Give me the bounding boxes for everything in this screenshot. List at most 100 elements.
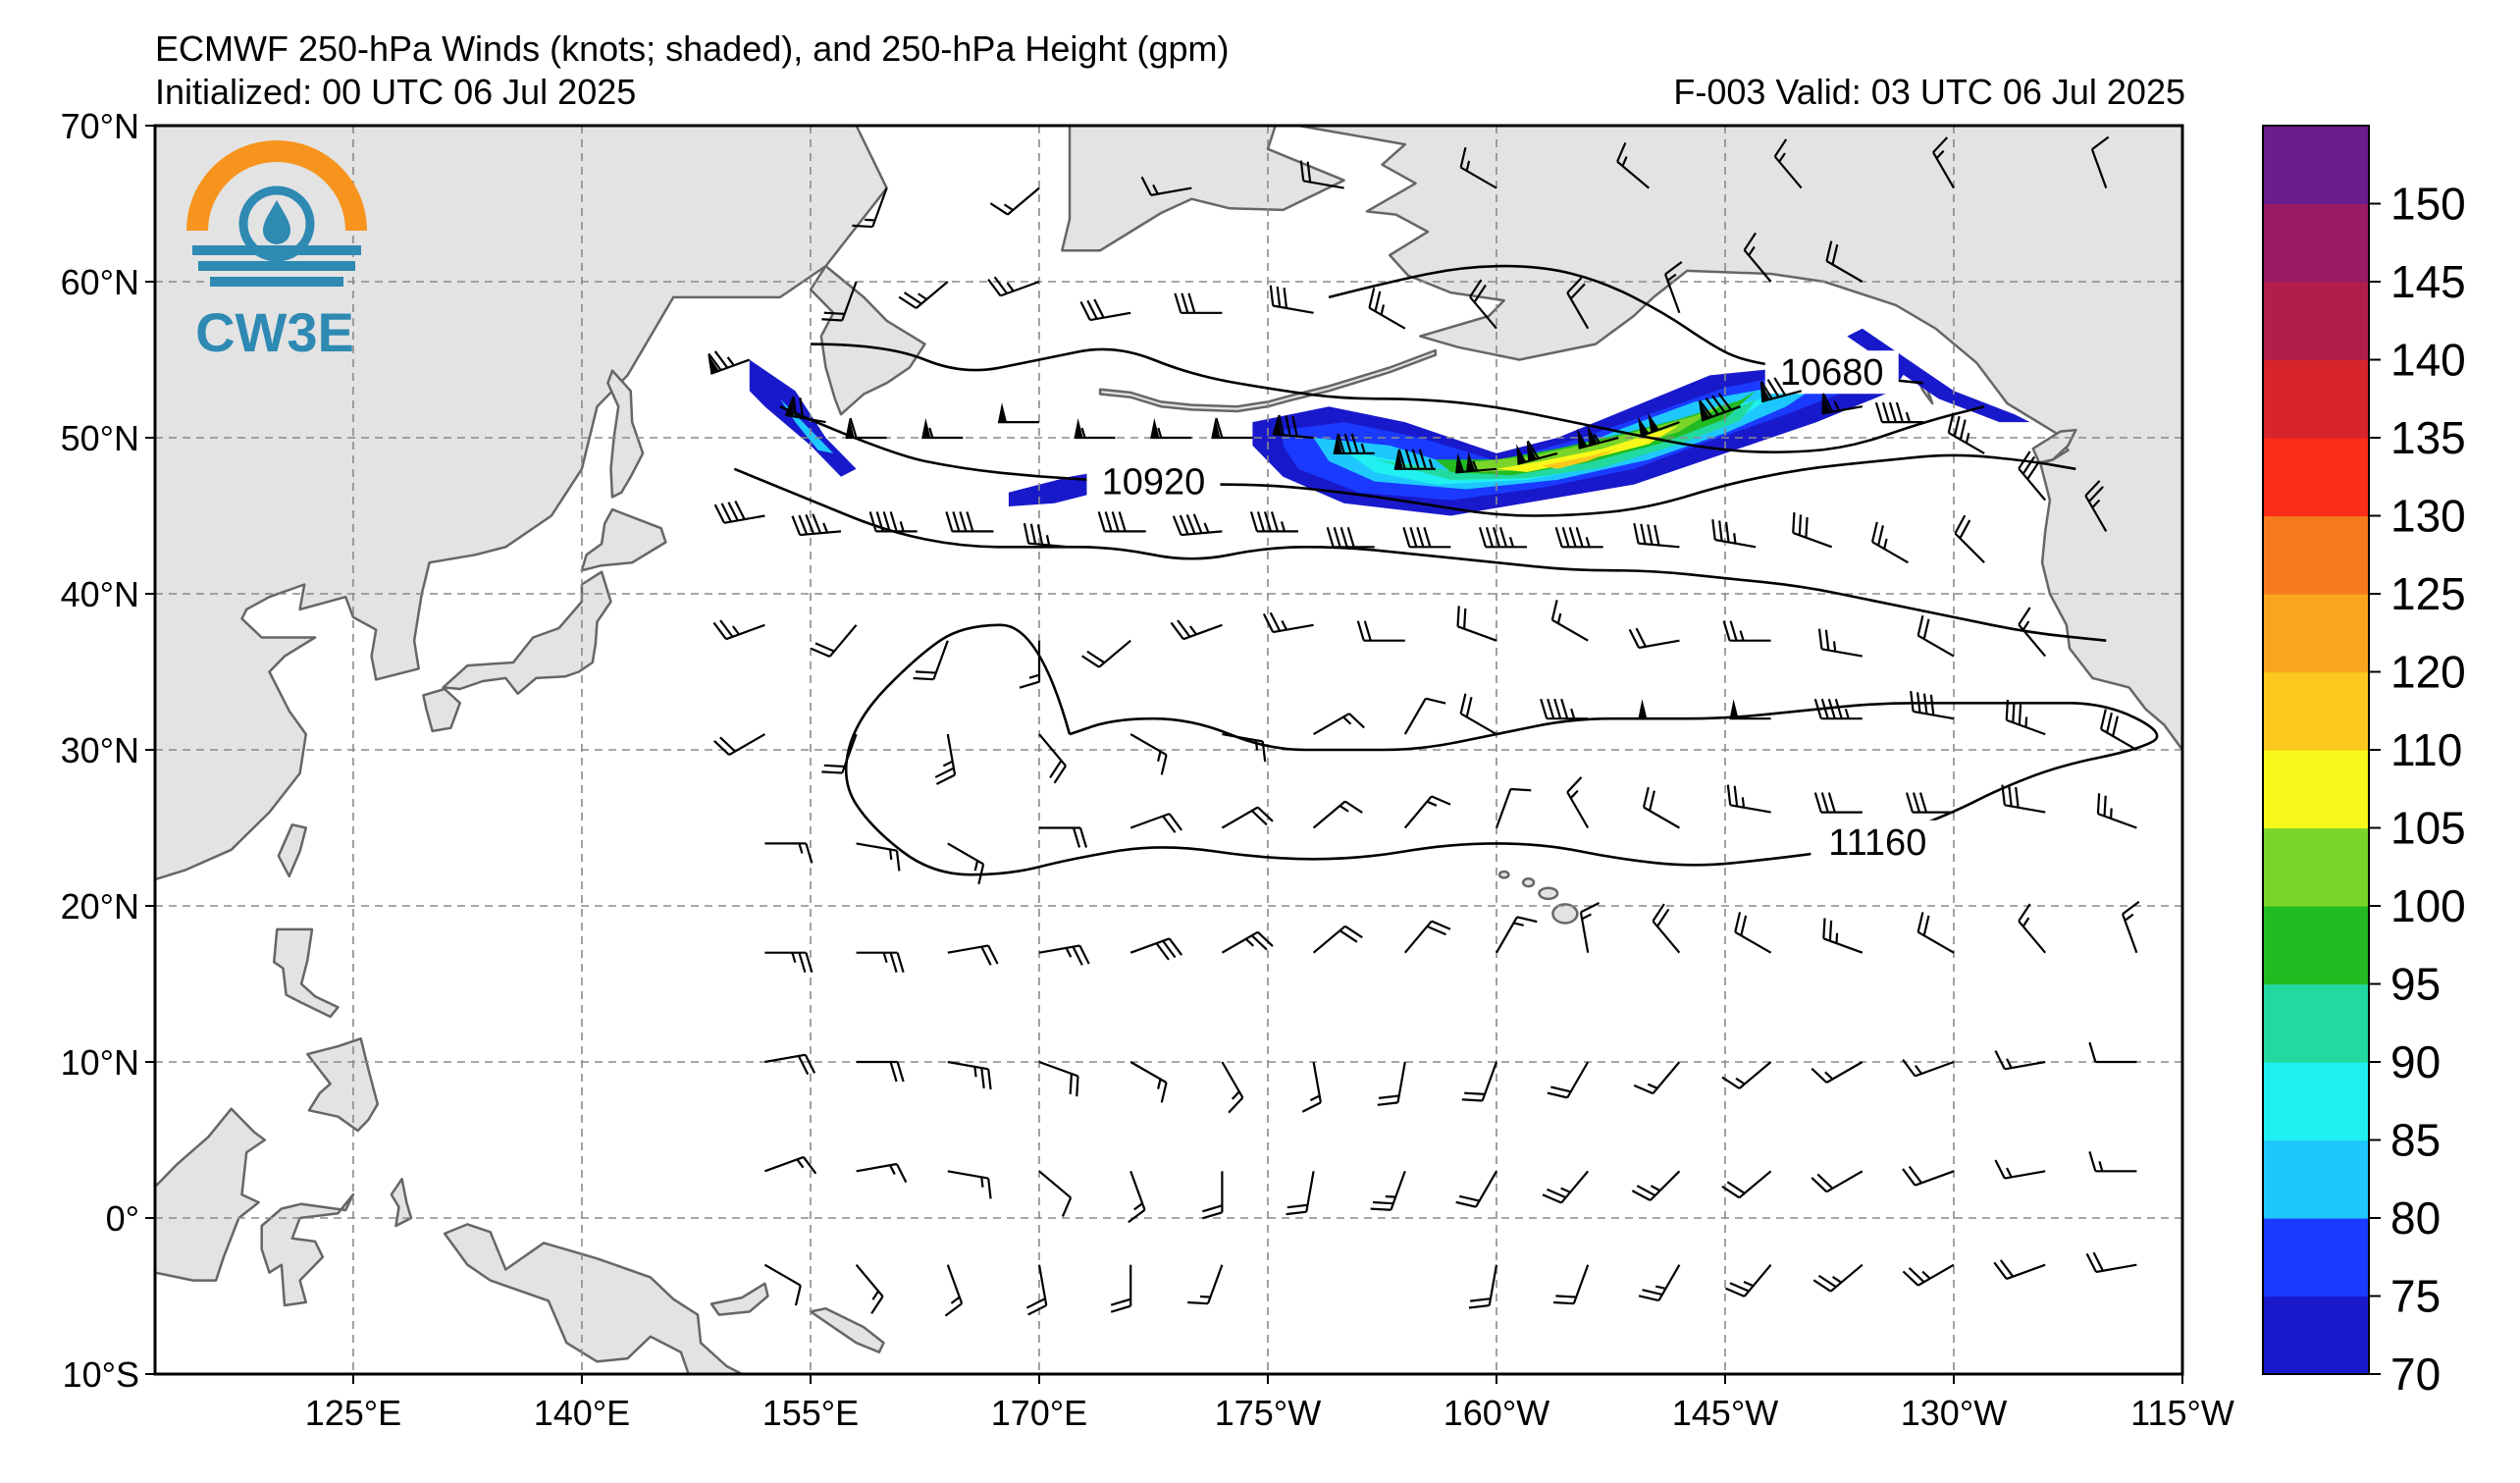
wind-barb (1496, 916, 1538, 954)
barb-full-flag (812, 513, 822, 534)
barb-full-flag (1464, 1091, 1486, 1095)
barb-full-flag (2018, 607, 2031, 626)
wind-barb (1812, 1263, 1864, 1293)
barb-full-flag (1805, 516, 1809, 538)
barb-half-flag (1281, 619, 1288, 631)
wind-barb (1140, 176, 1192, 196)
barb-staff (2122, 913, 2138, 954)
barb-full-flag (1959, 519, 1971, 539)
barb-full-flag (1954, 514, 1967, 535)
colorbar-swatch (2263, 750, 2369, 829)
wind-barb (2088, 1041, 2137, 1064)
barb-staff (1738, 1061, 1772, 1089)
colorbar-tick-label: 105 (2390, 803, 2466, 854)
barb-half-flag (731, 625, 740, 636)
barb-staff (841, 733, 858, 773)
barb-full-flag (1547, 1091, 1568, 1099)
barb-full-flag (804, 1054, 816, 1074)
wind-barb (2122, 900, 2140, 954)
barb-staff (871, 187, 888, 228)
barb-full-flag (1649, 790, 1655, 812)
barb-full-flag (1348, 713, 1365, 729)
barb-half-flag (1832, 1276, 1842, 1284)
barb-full-flag (1642, 1289, 1663, 1297)
colorbar-swatch (2263, 359, 2369, 439)
wind-barb (1743, 232, 1772, 283)
wind-barb (2099, 709, 2137, 751)
barb-full-flag (1378, 1094, 1399, 1099)
wind-barb (1038, 733, 1067, 784)
wind-barb (1540, 698, 1589, 720)
wind-barb (1469, 279, 1497, 330)
wind-barb (1333, 433, 1375, 454)
barb-half-flag (1380, 304, 1386, 315)
barb-staff (1396, 1061, 1406, 1103)
wind-barb (856, 1162, 908, 1184)
barb-full-flag (1550, 600, 1558, 620)
barb-full-flag (1561, 526, 1570, 548)
barb-full-flag (1097, 511, 1106, 532)
barb-full-flag (1654, 524, 1660, 546)
wind-barb (1550, 600, 1589, 642)
barb-full-flag (1285, 415, 1291, 437)
barb-staff (1098, 639, 1131, 668)
colorbar-tick-label: 125 (2390, 568, 2466, 619)
barb-full-flag (805, 514, 815, 535)
barb-full-flag (2015, 786, 2020, 808)
barb-full-flag (1820, 698, 1829, 719)
barb-full-flag (2008, 785, 2013, 807)
barb-staff (855, 1263, 884, 1298)
taiwan-island (277, 823, 308, 878)
jet-shading-80kt (1313, 386, 1817, 490)
kauai-island (1497, 870, 1510, 879)
barb-full-flag (1339, 929, 1358, 943)
barb-full-flag (1283, 288, 1288, 309)
barb-full-flag (1118, 511, 1127, 532)
barb-full-flag (1431, 795, 1451, 806)
barb-full-flag (1228, 1096, 1244, 1114)
barb-full-flag (1374, 291, 1382, 312)
wind-barb (945, 511, 994, 533)
barb-full-flag (1426, 925, 1446, 936)
barb-full-flag (1286, 1210, 1307, 1216)
barb-staff (764, 1155, 805, 1173)
wind-barb (1286, 1171, 1315, 1216)
barb-full-flag (1202, 1211, 1223, 1220)
wind-barb (1811, 1061, 1864, 1084)
barb-full-flag (1172, 515, 1182, 536)
wind-barb (1456, 606, 1497, 642)
barb-full-flag (1104, 511, 1113, 532)
barb-full-flag (1724, 1287, 1746, 1298)
wind-barb (1642, 786, 1680, 829)
barb-full-flag (913, 676, 934, 681)
lon-tick-label: 115°W (2130, 1393, 2234, 1433)
barb-full-flag (1469, 279, 1483, 298)
barb-full-flag (1834, 698, 1843, 719)
lat-tick-label: 50°N (61, 418, 139, 458)
barb-staff (1495, 788, 1512, 828)
barb-full-flag (934, 767, 955, 778)
barb-full-flag (1510, 787, 1532, 792)
barb-full-flag (935, 773, 956, 785)
barb-half-flag (1556, 612, 1562, 624)
barb-staff (828, 624, 858, 658)
barb-full-flag (1069, 1073, 1073, 1094)
barb-full-flag (1916, 692, 1921, 714)
wind-barb (821, 733, 858, 774)
barb-full-flag (1555, 1295, 1577, 1298)
colorbar-swatch (2263, 1139, 2369, 1219)
barb-half-flag (1844, 708, 1850, 719)
barb-half-flag (1360, 443, 1366, 454)
wind-barb (1110, 1264, 1132, 1313)
barb-full-flag (993, 276, 1008, 294)
wind-barb (1813, 792, 1863, 814)
barb-full-flag (1463, 608, 1467, 629)
sakhalin-island (606, 369, 645, 499)
barb-half-flag (798, 843, 804, 854)
barb-full-flag (1269, 285, 1275, 306)
graticule (155, 126, 2182, 1374)
wind-barb (1299, 160, 1344, 189)
chukotka-peninsula (1061, 126, 1345, 252)
barb-full-flag (1257, 930, 1274, 947)
sulawesi-island (260, 1192, 355, 1307)
